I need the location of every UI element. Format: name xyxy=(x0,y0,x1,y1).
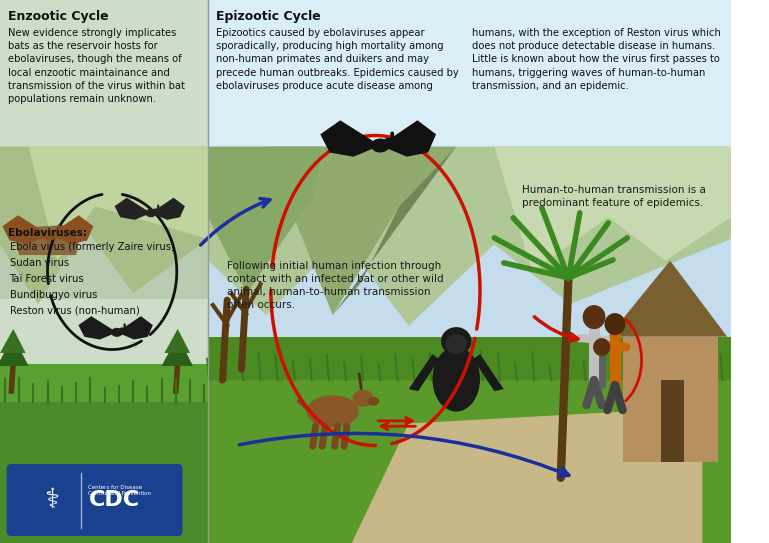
Polygon shape xyxy=(2,215,49,244)
Polygon shape xyxy=(0,336,28,366)
Text: Sudan virus: Sudan virus xyxy=(9,257,68,268)
Text: Control and Prevention: Control and Prevention xyxy=(88,491,151,496)
Polygon shape xyxy=(117,316,153,339)
Text: Following initial human infection through
contact with an infected bat or other : Following initial human infection throug… xyxy=(227,261,444,310)
Polygon shape xyxy=(474,354,504,391)
Polygon shape xyxy=(321,121,380,157)
Polygon shape xyxy=(165,329,190,353)
Bar xyxy=(208,147,731,543)
Circle shape xyxy=(604,313,625,335)
Polygon shape xyxy=(208,147,731,244)
Polygon shape xyxy=(608,261,727,337)
Polygon shape xyxy=(0,147,208,299)
Polygon shape xyxy=(661,380,684,462)
Circle shape xyxy=(593,338,611,356)
Text: humans, with the exception of Reston virus which
does not produce detectable dis: humans, with the exception of Reston vir… xyxy=(472,28,721,91)
Polygon shape xyxy=(0,391,208,543)
Ellipse shape xyxy=(57,224,61,229)
Ellipse shape xyxy=(118,327,125,334)
Text: New evidence strongly implicates
bats as the reservoir hosts for
ebolaviruses, t: New evidence strongly implicates bats as… xyxy=(8,28,185,104)
Text: Centers for Disease: Centers for Disease xyxy=(88,485,142,490)
Text: CDC: CDC xyxy=(88,490,140,510)
Polygon shape xyxy=(208,369,731,543)
Ellipse shape xyxy=(390,136,394,141)
Ellipse shape xyxy=(57,228,61,232)
Polygon shape xyxy=(208,147,731,326)
Ellipse shape xyxy=(157,205,159,208)
Ellipse shape xyxy=(432,346,480,412)
Polygon shape xyxy=(351,392,369,406)
Polygon shape xyxy=(0,364,208,402)
Circle shape xyxy=(583,305,605,329)
Ellipse shape xyxy=(307,395,359,427)
Ellipse shape xyxy=(353,390,374,407)
Text: Ebola virus (formerly Zaire virus): Ebola virus (formerly Zaire virus) xyxy=(9,242,175,251)
Ellipse shape xyxy=(123,326,126,330)
Polygon shape xyxy=(0,147,208,304)
Text: Taï Forest virus: Taï Forest virus xyxy=(9,274,84,283)
Bar xyxy=(208,0,731,147)
Ellipse shape xyxy=(371,138,390,153)
Ellipse shape xyxy=(145,209,157,217)
Polygon shape xyxy=(0,329,25,353)
Polygon shape xyxy=(266,147,456,315)
Polygon shape xyxy=(115,198,151,220)
Ellipse shape xyxy=(383,138,394,148)
Polygon shape xyxy=(351,407,702,543)
Polygon shape xyxy=(151,198,185,220)
Ellipse shape xyxy=(42,230,57,241)
Text: Ebolaviruses:: Ebolaviruses: xyxy=(8,228,87,238)
Polygon shape xyxy=(623,337,717,462)
Polygon shape xyxy=(49,215,93,244)
Polygon shape xyxy=(161,336,193,366)
Text: ⚕: ⚕ xyxy=(45,486,60,514)
Text: Human-to-human transmission is a
predominant feature of epidemics.: Human-to-human transmission is a predomi… xyxy=(522,185,706,208)
Ellipse shape xyxy=(446,334,467,354)
Text: Epizootic Cycle: Epizootic Cycle xyxy=(216,10,321,23)
Ellipse shape xyxy=(441,327,471,355)
Bar xyxy=(0,0,208,543)
Polygon shape xyxy=(78,316,117,339)
Text: Epizootics caused by ebolaviruses appear
sporadically, producing high mortality : Epizootics caused by ebolaviruses appear… xyxy=(216,28,458,91)
Text: Bundibugyo virus: Bundibugyo virus xyxy=(9,289,97,300)
Ellipse shape xyxy=(152,209,159,214)
Ellipse shape xyxy=(111,328,123,337)
Ellipse shape xyxy=(52,229,60,237)
FancyBboxPatch shape xyxy=(7,464,182,536)
Ellipse shape xyxy=(390,131,394,137)
Ellipse shape xyxy=(368,397,379,406)
Ellipse shape xyxy=(157,207,159,211)
Text: Enzootic Cycle: Enzootic Cycle xyxy=(8,10,108,23)
Polygon shape xyxy=(380,121,436,157)
Polygon shape xyxy=(208,147,323,293)
Polygon shape xyxy=(494,147,731,272)
Polygon shape xyxy=(333,147,456,315)
Polygon shape xyxy=(408,354,439,391)
Polygon shape xyxy=(15,225,81,255)
Ellipse shape xyxy=(123,323,126,327)
Text: Reston virus (non-human): Reston virus (non-human) xyxy=(9,306,139,315)
Polygon shape xyxy=(208,337,731,380)
Polygon shape xyxy=(28,147,208,261)
